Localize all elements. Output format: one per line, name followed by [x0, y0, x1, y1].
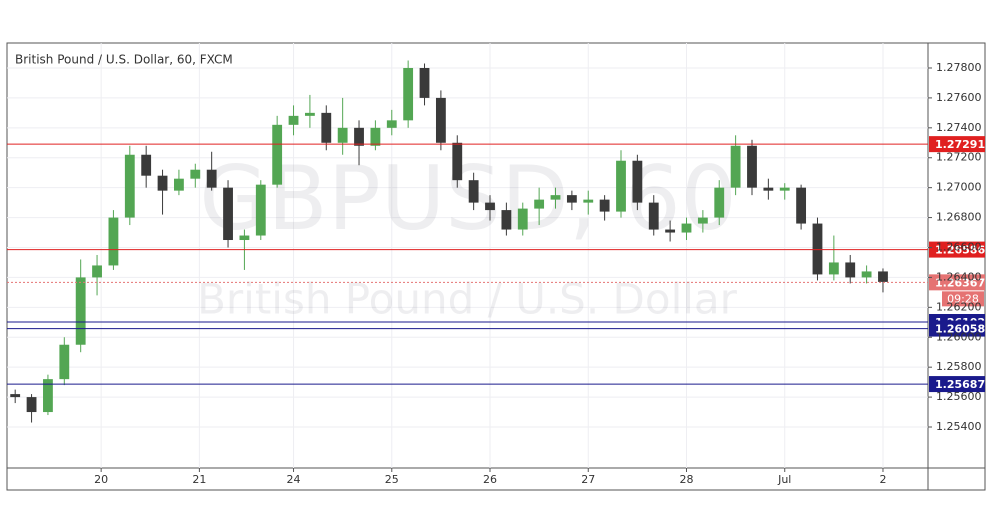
candle-body: [845, 262, 856, 278]
candle-body: [59, 344, 70, 380]
candle-body: [10, 394, 21, 398]
y-tick-label: 1.27800: [936, 61, 982, 74]
candle-body: [75, 277, 86, 345]
candle-body: [878, 271, 888, 282]
candle-body: [616, 160, 626, 212]
candle-body: [452, 142, 463, 181]
x-tick-label: 20: [94, 473, 108, 486]
y-tick-label: 1.26200: [936, 300, 982, 313]
candle-body: [697, 217, 708, 224]
candle-body: [321, 112, 332, 143]
x-tick-label: Jul: [777, 473, 791, 486]
candle-body: [714, 187, 725, 218]
candle-body: [304, 112, 315, 116]
x-tick-label: 25: [385, 473, 399, 486]
level-label-box: [929, 136, 985, 153]
candle-body: [828, 262, 839, 275]
candle-body: [174, 178, 184, 191]
candle-body: [190, 169, 201, 179]
candle-body: [419, 67, 430, 98]
candle-body: [517, 208, 528, 230]
y-tick-label: 1.27200: [936, 151, 982, 164]
candle-body: [337, 127, 348, 143]
candle-body: [239, 235, 250, 241]
candle-body: [255, 184, 266, 236]
y-tick-label: 1.25400: [936, 420, 982, 433]
candle-body: [583, 199, 594, 203]
y-tick-label: 1.27000: [936, 181, 982, 194]
candle-body: [468, 180, 479, 203]
candle-body: [157, 175, 168, 191]
level-label-box: [929, 376, 985, 393]
chart-title: British Pound / U.S. Dollar, 60, FXCM: [15, 53, 233, 67]
candle-body: [435, 97, 446, 143]
level-label: 1.26586: [935, 244, 985, 257]
level-label-box: [929, 320, 985, 337]
last-price-box: [929, 274, 985, 291]
candle-body: [665, 229, 676, 233]
y-tick-label: 1.26600: [936, 240, 982, 253]
candle-body: [632, 160, 643, 203]
candle-body: [747, 145, 757, 188]
candle-body: [223, 187, 233, 241]
candle-body: [730, 145, 741, 188]
last-price-label: 1.26367: [935, 276, 985, 289]
level-label: 1.25687: [935, 378, 985, 391]
y-tick-label: 1.25600: [936, 390, 982, 403]
watermark: GBPUSD, 60: [199, 147, 737, 250]
candle-body: [779, 187, 790, 191]
candle-body: [599, 199, 610, 212]
countdown-label: 09:28: [947, 292, 979, 305]
candle-body: [272, 124, 283, 185]
candle-body: [648, 202, 659, 230]
candle-body: [534, 199, 545, 209]
y-tick-label: 1.27400: [936, 121, 982, 134]
candle-body: [108, 217, 119, 266]
candle-body: [566, 195, 577, 203]
x-tick-label: 28: [679, 473, 693, 486]
candle-body: [501, 210, 512, 230]
candle-body: [812, 223, 823, 275]
candle-body: [550, 195, 561, 200]
candle-body: [354, 127, 364, 146]
candle-body: [796, 187, 807, 224]
candle-body: [92, 265, 102, 278]
candle-body: [681, 223, 692, 233]
x-tick-label: 26: [483, 473, 497, 486]
y-tick-label: 1.27600: [936, 91, 982, 104]
candle-body: [485, 202, 495, 211]
y-tick-label: 1.25800: [936, 360, 982, 373]
y-tick-label: 1.26800: [936, 211, 982, 224]
candle-body: [370, 127, 381, 146]
candle-body: [124, 154, 135, 218]
candle-body: [141, 154, 152, 176]
candle-body: [763, 187, 774, 191]
candle-body: [386, 120, 397, 128]
candle-body: [26, 397, 37, 413]
x-tick-label: 21: [192, 473, 206, 486]
x-tick-label: 2: [879, 473, 886, 486]
x-tick-label: 27: [581, 473, 595, 486]
countdown-box: [942, 291, 984, 307]
candle-body: [288, 115, 299, 125]
level-label: 1.26058: [935, 323, 985, 336]
level-label: 1.27291: [935, 138, 985, 151]
level-label-box: [929, 241, 985, 258]
candle-body: [861, 271, 872, 278]
candle-body: [43, 379, 53, 413]
x-tick-label: 24: [287, 473, 301, 486]
y-tick-label: 1.26000: [936, 330, 982, 343]
candle-body: [206, 169, 217, 188]
candle-body: [403, 67, 414, 121]
watermark-subtitle: British Pound / U.S. Dollar: [197, 275, 738, 324]
y-tick-label: 1.26400: [936, 270, 982, 283]
